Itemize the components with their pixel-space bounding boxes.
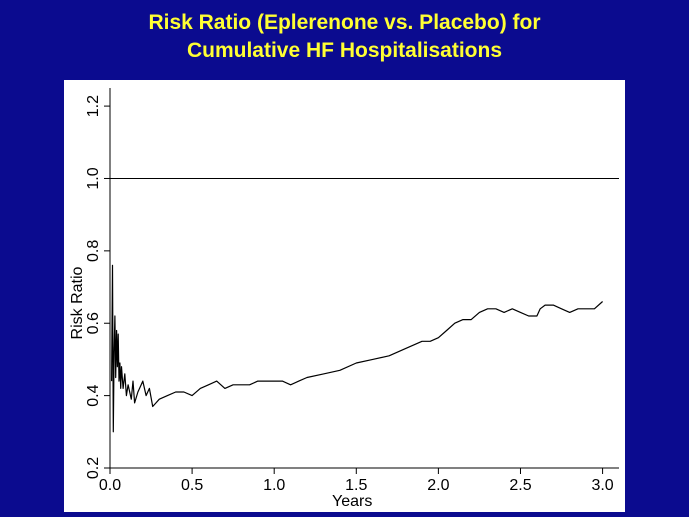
y-tick-label: 0.2 — [85, 457, 102, 479]
y-tick-label: 1.0 — [85, 167, 102, 189]
series-group — [111, 264, 603, 433]
x-tick-label: 1.5 — [345, 477, 367, 494]
x-tick-label: 3.0 — [591, 477, 613, 494]
x-tick-label: 2.0 — [427, 477, 449, 494]
x-tick-label: 2.5 — [509, 477, 531, 494]
axes: 0.0 0.5 1.0 1.5 2.0 2.5 3.0 0.2 0.4 0.6 0.8 1.0 1.2 — [85, 88, 619, 494]
risk-ratio-line — [111, 264, 603, 433]
x-tick-label: 0.5 — [181, 477, 203, 494]
x-tick-label: 0.0 — [99, 477, 121, 494]
y-tick-label: 0.6 — [85, 312, 102, 334]
title-line-1: Risk Ratio (Eplerenone vs. Placebo) for — [148, 11, 541, 34]
risk-ratio-chart: 0.0 0.5 1.0 1.5 2.0 2.5 3.00.20.40.60.81.01.2 … — [69, 88, 619, 510]
x-tick-label: 1.0 — [263, 477, 285, 494]
x-axis-title: Years — [332, 493, 372, 510]
plot-panel: 0.0 0.5 1.0 1.5 2.0 2.5 3.0 0.2 0.4 0.6 0.8 1.0 1.2 … — [64, 80, 625, 512]
title-line-2: Cumulative HF Hospitalisations — [186, 39, 503, 62]
y-tick-label: 0.8 — [85, 240, 102, 262]
y-tick-label: 1.2 — [85, 95, 102, 117]
y-axis-title: Risk Ratio — [69, 266, 86, 339]
slide-title: Risk Ratio (Eplerenone vs. Placebo) for … — [0, 9, 689, 65]
y-tick-label: 0.4 — [85, 384, 102, 406]
